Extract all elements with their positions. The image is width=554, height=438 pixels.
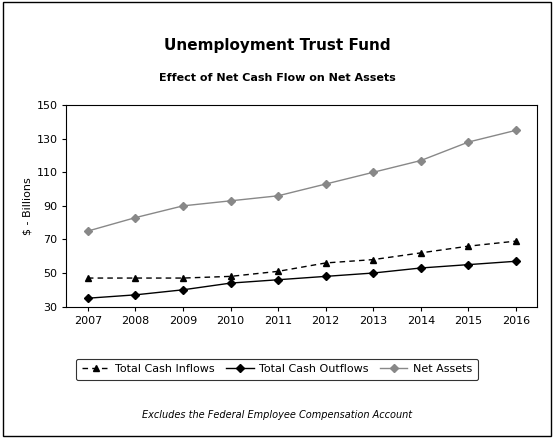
Total Cash Outflows: [370, 270, 377, 276]
Total Cash Outflows: [227, 280, 234, 286]
Total Cash Outflows: [322, 274, 329, 279]
Net Assets: [132, 215, 138, 220]
Net Assets: [465, 139, 472, 145]
Total Cash Inflows: [227, 274, 234, 279]
Net Assets: [322, 181, 329, 187]
Net Assets: [275, 193, 281, 198]
Total Cash Outflows: [85, 296, 91, 301]
Total Cash Outflows: [132, 292, 138, 297]
Total Cash Inflows: [275, 269, 281, 274]
Total Cash Outflows: [465, 262, 472, 267]
Text: Unemployment Trust Fund: Unemployment Trust Fund: [163, 38, 391, 53]
Line: Total Cash Inflows: Total Cash Inflows: [84, 238, 520, 282]
Total Cash Inflows: [179, 276, 186, 281]
Net Assets: [370, 170, 377, 175]
Net Assets: [418, 158, 424, 163]
Net Assets: [179, 203, 186, 208]
Total Cash Inflows: [85, 276, 91, 281]
Text: Effect of Net Cash Flow on Net Assets: Effect of Net Cash Flow on Net Assets: [158, 73, 396, 83]
Total Cash Inflows: [512, 239, 519, 244]
Total Cash Inflows: [322, 260, 329, 265]
Total Cash Outflows: [275, 277, 281, 283]
Y-axis label: $ - Billions: $ - Billions: [22, 177, 32, 235]
Net Assets: [227, 198, 234, 203]
Line: Total Cash Outflows: Total Cash Outflows: [85, 258, 519, 301]
Legend: Total Cash Inflows, Total Cash Outflows, Net Assets: Total Cash Inflows, Total Cash Outflows,…: [76, 359, 478, 380]
Total Cash Outflows: [418, 265, 424, 271]
Total Cash Inflows: [132, 276, 138, 281]
Text: Excludes the Federal Employee Compensation Account: Excludes the Federal Employee Compensati…: [142, 410, 412, 420]
Total Cash Inflows: [370, 257, 377, 262]
Total Cash Inflows: [465, 244, 472, 249]
Net Assets: [85, 229, 91, 234]
Net Assets: [512, 128, 519, 133]
Total Cash Outflows: [179, 287, 186, 293]
Line: Net Assets: Net Assets: [85, 127, 519, 234]
Total Cash Inflows: [418, 250, 424, 255]
Total Cash Outflows: [512, 258, 519, 264]
